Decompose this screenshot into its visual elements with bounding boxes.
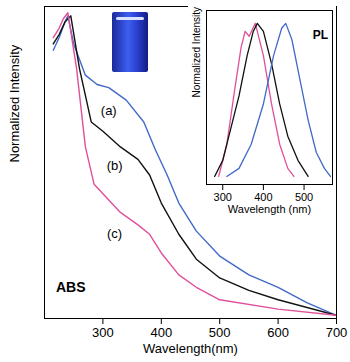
svg-text:600: 600 <box>267 325 289 340</box>
svg-text:Wavelength(nm): Wavelength(nm) <box>143 341 238 356</box>
svg-text:500: 500 <box>209 325 231 340</box>
svg-text:300: 300 <box>214 191 232 203</box>
svg-text:700: 700 <box>326 325 348 340</box>
svg-text:(c): (c) <box>107 226 122 241</box>
svg-text:Normalized Intensity: Normalized Intensity <box>7 44 22 162</box>
svg-text:(b): (b) <box>107 158 123 173</box>
svg-text:PL: PL <box>313 28 328 42</box>
svg-text:(a): (a) <box>101 103 117 118</box>
svg-text:500: 500 <box>295 191 313 203</box>
svg-text:Wavelength (nm): Wavelength (nm) <box>228 203 311 215</box>
svg-text:400: 400 <box>254 191 272 203</box>
svg-text:Normalized Intensity: Normalized Intensity <box>191 7 202 98</box>
svg-text:300: 300 <box>92 325 114 340</box>
svg-text:ABS: ABS <box>56 279 86 295</box>
svg-text:400: 400 <box>150 325 172 340</box>
